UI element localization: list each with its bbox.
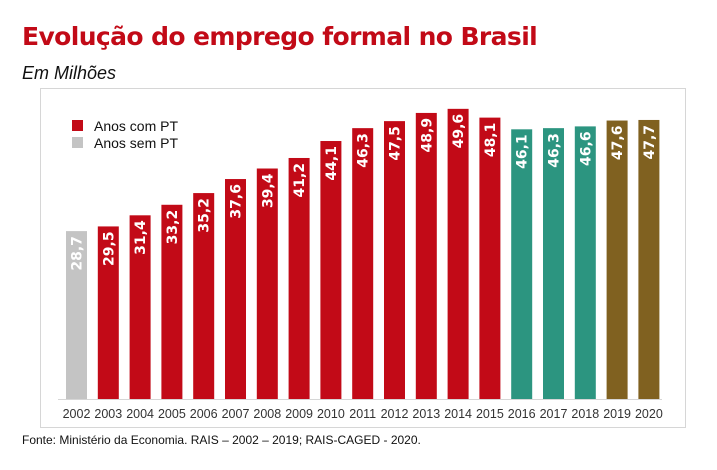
chart-title: Evolução do emprego formal no Brasil (22, 22, 538, 51)
x-tick-2013: 2013 (412, 407, 440, 421)
value-label-2014: 49,6 (451, 114, 467, 149)
x-tick-2012: 2012 (381, 407, 409, 421)
bar-2013 (415, 112, 437, 399)
bar-2003 (97, 226, 119, 399)
value-label-2006: 35,2 (197, 198, 213, 233)
legend-label-pt: Anos com PT (94, 117, 179, 134)
x-tick-2016: 2016 (508, 407, 536, 421)
x-tick-2008: 2008 (253, 407, 281, 421)
value-label-2015: 48,1 (483, 123, 499, 158)
value-label-2017: 46,3 (547, 133, 563, 168)
x-tick-2018: 2018 (571, 407, 599, 421)
x-tick-labels: 2002 2003 2004 2005 2006 2007 2008 2009 2010 2011… (63, 407, 663, 421)
value-label-2005: 33,2 (165, 210, 181, 245)
value-label-2002: 28,7 (70, 236, 86, 271)
legend-swatch-sem-pt (72, 137, 83, 148)
bar-2002 (66, 231, 87, 399)
x-tick-2003: 2003 (94, 407, 122, 421)
bar-2006 (193, 193, 215, 399)
legend: Anos com PT Anos sem PT (72, 117, 178, 151)
bar-2014 (447, 108, 469, 399)
bar-2018 (574, 126, 596, 399)
legend-item-sem-pt: Anos sem PT (72, 134, 178, 151)
value-label-2012: 47,5 (388, 126, 404, 161)
legend-item-pt: Anos com PT (72, 117, 178, 134)
bar-2011 (352, 128, 374, 399)
value-label-2013: 48,9 (419, 118, 435, 153)
bar-2010 (320, 141, 342, 399)
bar-2019 (606, 120, 628, 399)
value-label-2004: 31,4 (133, 220, 149, 255)
chart-subtitle: Em Milhões (22, 63, 117, 83)
bar-2005 (161, 204, 183, 399)
legend-swatch-pt (72, 120, 83, 131)
bar-2012 (384, 121, 405, 399)
legend-label-sem-pt: Anos sem PT (94, 134, 179, 151)
bar-2009 (288, 157, 310, 399)
x-tick-2014: 2014 (444, 407, 472, 421)
bar-2015 (479, 117, 501, 400)
bars-layer: 28,7 29,5 31,4 33,2 35,2 37,6 39,4 41,2 44,1 46,3… (66, 108, 660, 400)
value-label-2010: 44,1 (324, 146, 340, 181)
bar-2008 (256, 168, 278, 399)
value-label-2007: 37,6 (229, 184, 245, 219)
value-label-2018: 46,6 (578, 131, 594, 166)
x-tick-2010: 2010 (317, 407, 345, 421)
bar-2017 (543, 128, 564, 399)
x-tick-2020: 2020 (635, 407, 663, 421)
x-tick-2015: 2015 (476, 407, 504, 421)
value-label-2016: 46,1 (515, 134, 531, 169)
source-note: Fonte: Ministério da Economia. RAIS – 20… (22, 433, 421, 447)
x-tick-2004: 2004 (126, 407, 154, 421)
x-tick-2009: 2009 (285, 407, 313, 421)
x-tick-2006: 2006 (190, 407, 218, 421)
bar-2016 (511, 129, 533, 399)
x-tick-2017: 2017 (540, 407, 568, 421)
bar-2020 (638, 119, 660, 399)
x-tick-2005: 2005 (158, 407, 186, 421)
value-label-2009: 41,2 (292, 163, 308, 198)
value-label-2008: 39,4 (260, 173, 276, 208)
x-tick-2019: 2019 (603, 407, 631, 421)
bar-2004 (129, 215, 151, 399)
x-tick-2007: 2007 (222, 407, 250, 421)
bar-2007 (225, 179, 246, 399)
value-label-2011: 46,3 (356, 133, 372, 168)
x-tick-2002: 2002 (63, 407, 91, 421)
chart-frame (40, 88, 686, 428)
value-label-2020: 47,7 (642, 125, 658, 160)
value-label-2019: 47,6 (610, 126, 626, 161)
value-label-2003: 29,5 (101, 231, 117, 266)
x-tick-2011: 2011 (349, 407, 376, 421)
